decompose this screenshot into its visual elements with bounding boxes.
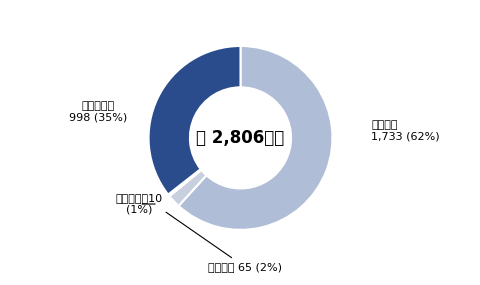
- Wedge shape: [148, 46, 240, 195]
- Text: 사업수입
1,733 (62%): 사업수입 1,733 (62%): [370, 120, 439, 141]
- Text: 총 2,806억원: 총 2,806억원: [196, 129, 284, 147]
- Wedge shape: [168, 169, 201, 196]
- Text: 사업외수입10
(1%): 사업외수입10 (1%): [116, 193, 163, 215]
- Wedge shape: [178, 46, 332, 230]
- Text: 기타수입 65 (2%): 기타수입 65 (2%): [166, 212, 281, 272]
- Wedge shape: [169, 170, 206, 206]
- Text: 정부출연금
998 (35%): 정부출연금 998 (35%): [69, 101, 127, 123]
